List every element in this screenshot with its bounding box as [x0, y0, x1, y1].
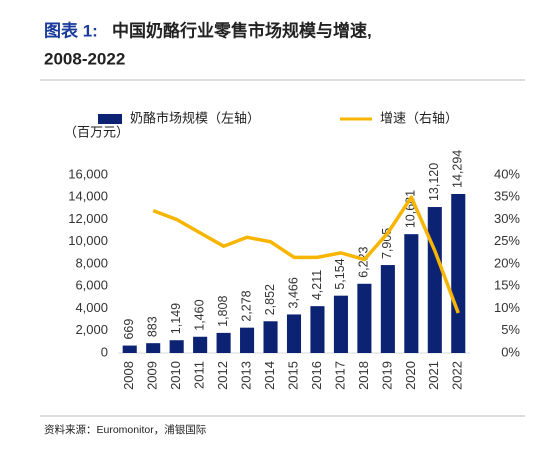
bar [193, 336, 208, 353]
y2-tick-label: 15% [494, 278, 520, 293]
chart-title: 中国奶酪行业零售市场规模与增速, [112, 20, 372, 40]
value-label: 13,120 [427, 163, 441, 201]
x-tick-label: 2013 [239, 361, 254, 390]
bar [122, 345, 137, 353]
value-label: 2,278 [239, 290, 253, 321]
x-tick-label: 2016 [309, 361, 324, 390]
x-tick-label: 2009 [145, 361, 160, 390]
value-label: 6,223 [357, 246, 371, 277]
bar [380, 265, 395, 353]
source: 资料来源：Euromonitor，浦银国际 [44, 423, 206, 436]
value-label: 669 [122, 319, 136, 340]
x-tick-label: 2022 [450, 361, 465, 390]
y-axis-label: （百万元） [64, 124, 129, 139]
x-tick-label: 2019 [379, 361, 394, 390]
x-tick-label: 2010 [168, 361, 183, 390]
bar [427, 207, 442, 353]
x-tick-label: 2012 [215, 361, 230, 390]
bar [286, 314, 302, 353]
y-tick-label: 14,000 [68, 189, 108, 204]
legend-label: 奶酪市场规模（左轴） [130, 110, 260, 125]
bar [451, 193, 466, 353]
y2-tick-label: 30% [494, 211, 520, 226]
x-tick-label: 2015 [285, 361, 300, 390]
y2-tick-label: 10% [494, 300, 520, 315]
y2-tick-label: 5% [501, 322, 520, 337]
y2-tick-label: 40% [494, 166, 520, 181]
x-tick-label: 2017 [332, 361, 347, 390]
value-label: 883 [145, 316, 159, 337]
y-tick-label: 2,000 [75, 322, 108, 337]
bar [263, 321, 278, 353]
bar [333, 295, 348, 353]
x-tick-label: 2014 [262, 361, 277, 390]
bar [216, 332, 231, 353]
y2-tick-label: 25% [494, 233, 520, 248]
x-tick-label: 2008 [121, 361, 136, 390]
y-tick-label: 0 [101, 344, 108, 359]
value-label: 1,808 [216, 296, 230, 327]
value-label: 2,852 [263, 284, 277, 315]
bar [310, 306, 325, 353]
y2-tick-label: 0% [501, 344, 520, 359]
title-label: 图表 1: [44, 20, 98, 40]
bar [169, 340, 184, 353]
y-tick-label: 4,000 [75, 300, 108, 315]
value-label: 3,466 [286, 277, 300, 308]
value-label: 5,154 [333, 258, 347, 289]
value-label: 4,211 [310, 270, 324, 300]
bar [146, 343, 161, 353]
legend-label: 增速（右轴） [380, 110, 458, 125]
line [152, 195, 460, 314]
value-label: 1,149 [169, 303, 183, 334]
legend-swatch [98, 114, 122, 124]
y-tick-label: 12,000 [68, 211, 108, 226]
y2-tick-label: 35% [494, 189, 520, 204]
bar [404, 234, 419, 353]
x-tick-label: 2011 [192, 361, 207, 389]
y2-tick-label: 20% [494, 255, 520, 270]
x-tick-label: 2020 [403, 361, 418, 390]
bar [240, 327, 255, 353]
y-tick-label: 16,000 [68, 166, 108, 181]
value-label: 1,460 [192, 299, 206, 330]
x-tick-label: 2021 [426, 361, 441, 390]
chart-subtitle: 2008-2022 [44, 49, 125, 68]
bar [357, 283, 372, 353]
y-tick-label: 8,000 [75, 255, 108, 270]
y-tick-label: 6,000 [75, 278, 108, 293]
value-label: 14,294 [451, 150, 465, 188]
y-tick-label: 10,000 [68, 233, 108, 248]
x-tick-label: 2018 [356, 361, 371, 390]
